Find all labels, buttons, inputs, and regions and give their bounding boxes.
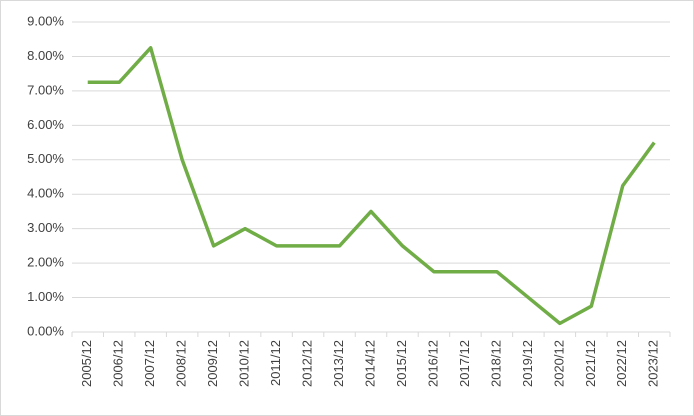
- x-tick-label: 2021/12: [583, 340, 598, 387]
- x-tick-label: 2011/12: [268, 340, 283, 386]
- y-tick-label: 1.00%: [27, 289, 64, 304]
- x-tick-label: 2014/12: [362, 340, 377, 387]
- x-tick-label: 2006/12: [111, 340, 126, 387]
- y-tick-label: 7.00%: [27, 82, 64, 97]
- y-tick-label: 8.00%: [27, 48, 64, 63]
- x-tick-label: 2005/12: [79, 340, 94, 387]
- x-tick-label: 2017/12: [457, 340, 472, 387]
- x-tick-label: 2013/12: [331, 340, 346, 387]
- y-tick-label: 6.00%: [27, 117, 64, 132]
- y-tick-label: 5.00%: [27, 151, 64, 166]
- y-tick-label: 0.00%: [27, 323, 64, 338]
- x-tick-label: 2020/12: [551, 340, 566, 387]
- data-line: [87, 46, 656, 326]
- x-tick-label: 2022/12: [614, 340, 629, 387]
- x-tick-label: 2010/12: [237, 340, 252, 387]
- y-tick-label: 9.00%: [27, 13, 64, 28]
- y-tick-label: 3.00%: [27, 220, 64, 235]
- x-tick-label: 2018/12: [488, 340, 503, 387]
- x-tick-label: 2023/12: [646, 340, 661, 387]
- x-tick-label: 2019/12: [520, 340, 535, 387]
- x-tick-label: 2008/12: [174, 340, 189, 387]
- x-tick-label: 2009/12: [205, 340, 220, 387]
- x-tick-label: 2015/12: [394, 340, 409, 387]
- x-tick-label: 2007/12: [142, 340, 157, 387]
- y-tick-label: 4.00%: [27, 186, 64, 201]
- y-tick-label: 2.00%: [27, 255, 64, 270]
- x-tick-label: 2016/12: [425, 340, 440, 387]
- x-tick-label: 2012/12: [299, 340, 314, 387]
